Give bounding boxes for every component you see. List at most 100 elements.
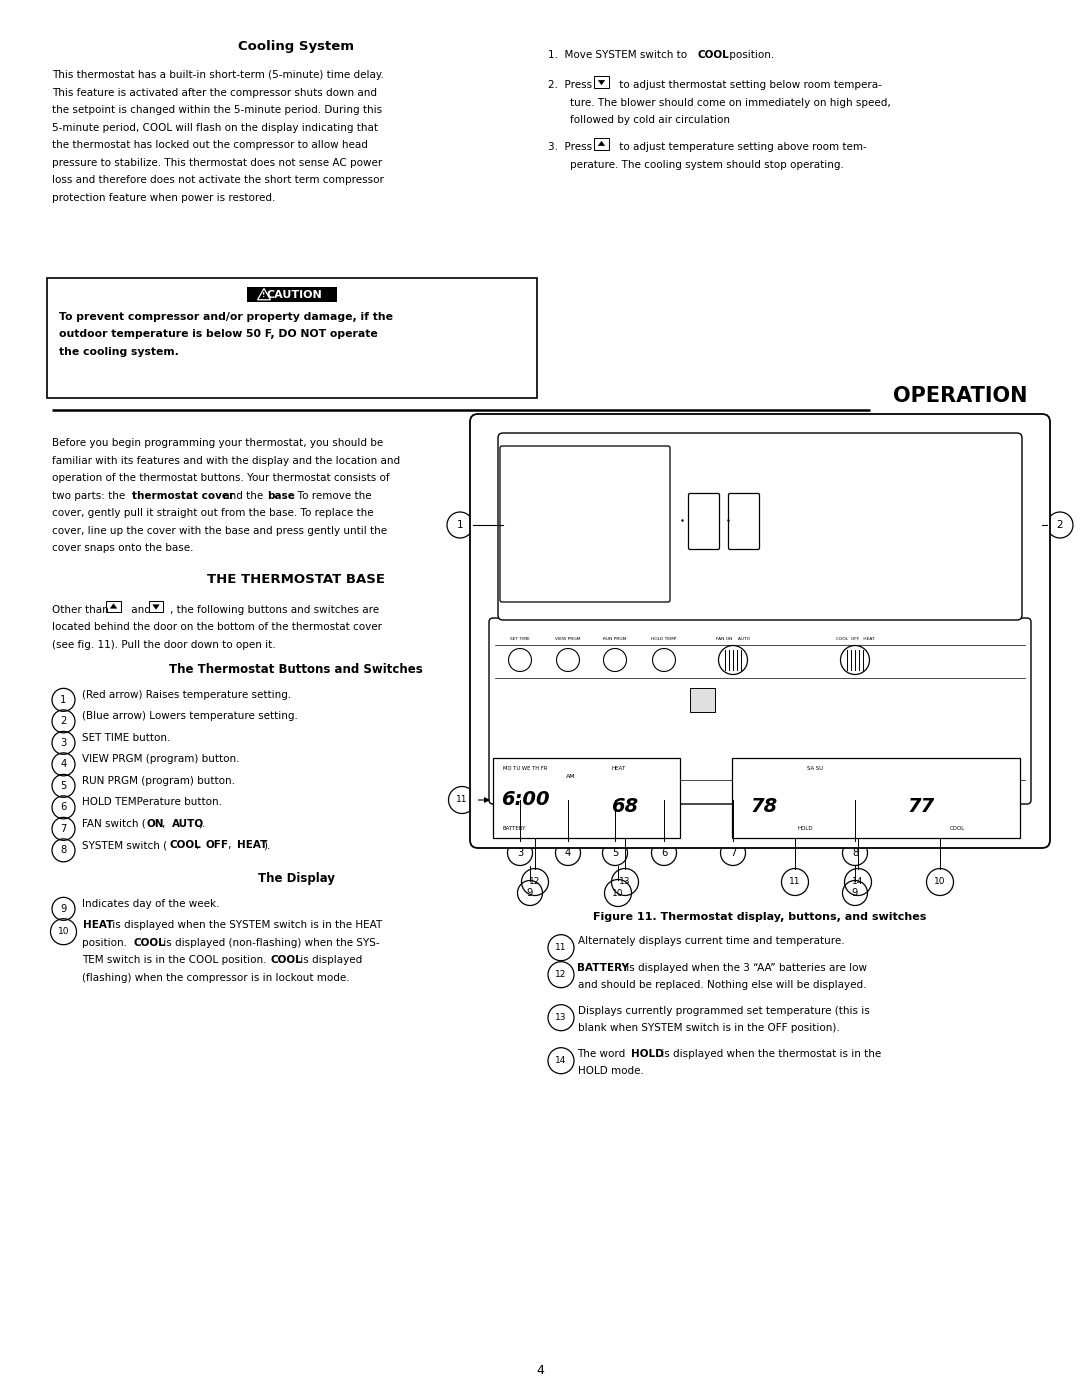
Text: HOLD TEMP: HOLD TEMP	[651, 637, 677, 641]
Text: (see fig. 11). Pull the door down to open it.: (see fig. 11). Pull the door down to ope…	[52, 640, 275, 650]
Text: ture. The blower should come on immediately on high speed,: ture. The blower should come on immediat…	[570, 98, 891, 108]
Text: 10: 10	[57, 928, 69, 936]
Text: CAUTION: CAUTION	[266, 289, 322, 299]
Text: RUN PRGM: RUN PRGM	[604, 637, 626, 641]
Text: 11: 11	[456, 795, 468, 805]
Text: 3: 3	[60, 738, 67, 747]
Text: COOL: COOL	[270, 956, 302, 965]
Text: 78: 78	[750, 798, 778, 816]
Text: Indicates day of the week.: Indicates day of the week.	[82, 898, 220, 908]
Text: AM: AM	[566, 774, 576, 780]
Text: COOL: COOL	[134, 937, 165, 947]
Text: 14: 14	[555, 1056, 567, 1065]
Text: VIEW PRGM (program) button.: VIEW PRGM (program) button.	[82, 754, 240, 764]
Text: and should be replaced. Nothing else will be displayed.: and should be replaced. Nothing else wil…	[578, 981, 866, 990]
FancyBboxPatch shape	[729, 493, 759, 549]
Text: HOLD mode.: HOLD mode.	[578, 1066, 644, 1077]
FancyBboxPatch shape	[470, 414, 1050, 848]
Text: SET TIME button.: SET TIME button.	[82, 732, 171, 742]
Text: OPERATION: OPERATION	[893, 386, 1028, 407]
Text: 7: 7	[730, 848, 737, 858]
Text: is displayed: is displayed	[297, 956, 362, 965]
Text: , the following buttons and switches are: , the following buttons and switches are	[171, 605, 380, 615]
Text: 10: 10	[934, 877, 946, 887]
Text: FAN switch (: FAN switch (	[82, 819, 146, 828]
Text: BATTERY: BATTERY	[578, 963, 630, 972]
Polygon shape	[110, 604, 117, 608]
Text: 12: 12	[529, 877, 541, 887]
Text: HEAT: HEAT	[611, 766, 625, 771]
Circle shape	[840, 645, 869, 675]
Text: SYSTEM switch (: SYSTEM switch (	[82, 840, 167, 849]
Text: is displayed when the SYSTEM switch is in the HEAT: is displayed when the SYSTEM switch is i…	[109, 921, 382, 930]
Text: 2.  Press: 2. Press	[548, 80, 595, 89]
Text: ,: ,	[162, 819, 170, 828]
Text: ).: ).	[264, 840, 271, 849]
Text: ON: ON	[147, 819, 164, 828]
Text: 11: 11	[789, 877, 800, 887]
Text: AUTO: AUTO	[172, 819, 204, 828]
Text: the thermostat has locked out the compressor to allow head: the thermostat has locked out the compre…	[52, 140, 368, 149]
Text: perature. The cooling system should stop operating.: perature. The cooling system should stop…	[570, 159, 843, 169]
Text: 1: 1	[457, 520, 463, 529]
Text: OFF: OFF	[206, 840, 229, 849]
Text: HEAT: HEAT	[82, 921, 113, 930]
Text: VIEW PRGM: VIEW PRGM	[555, 637, 581, 641]
Text: 14: 14	[852, 877, 864, 887]
Text: cover, gently pull it straight out from the base. To replace the: cover, gently pull it straight out from …	[52, 509, 374, 518]
Bar	[48, 278, 537, 398]
Text: 11: 11	[555, 943, 567, 953]
Text: 9: 9	[60, 904, 67, 914]
Text: SET TIME: SET TIME	[510, 637, 530, 641]
Text: 8: 8	[852, 848, 859, 858]
Text: This thermostat has a built-in short-term (5-minute) time delay.: This thermostat has a built-in short-ter…	[52, 70, 383, 80]
Text: position.: position.	[82, 937, 131, 947]
Text: is displayed when the 3 “AA” batteries are low: is displayed when the 3 “AA” batteries a…	[623, 963, 867, 972]
Text: 5-minute period, COOL will flash on the display indicating that: 5-minute period, COOL will flash on the …	[52, 123, 378, 133]
Text: SA SU: SA SU	[807, 766, 823, 771]
Text: loss and therefore does not activate the short term compressor: loss and therefore does not activate the…	[52, 175, 383, 184]
Text: The Display: The Display	[257, 872, 335, 884]
Text: outdoor temperature is below 50 F, DO NOT operate: outdoor temperature is below 50 F, DO NO…	[59, 330, 378, 339]
Text: 9: 9	[852, 888, 859, 898]
Text: (Red arrow) Raises temperature setting.: (Red arrow) Raises temperature setting.	[82, 690, 292, 700]
Text: operation of the thermostat buttons. Your thermostat consists of: operation of the thermostat buttons. You…	[52, 474, 390, 483]
Text: blank when SYSTEM switch is in the OFF position).: blank when SYSTEM switch is in the OFF p…	[578, 1024, 839, 1034]
Text: 6: 6	[661, 848, 667, 858]
Text: is displayed (non-flashing) when the SYS-: is displayed (non-flashing) when the SYS…	[161, 937, 380, 947]
FancyBboxPatch shape	[498, 433, 1022, 620]
Text: 2: 2	[1056, 520, 1064, 529]
Bar	[732, 759, 1020, 838]
Text: 77: 77	[907, 798, 934, 816]
Text: ,: ,	[228, 840, 234, 849]
Text: pressure to stabilize. This thermostat does not sense AC power: pressure to stabilize. This thermostat d…	[52, 158, 382, 168]
Circle shape	[718, 645, 747, 675]
Text: 5: 5	[60, 781, 67, 791]
FancyBboxPatch shape	[594, 138, 609, 149]
Text: . To remove the: . To remove the	[291, 490, 372, 500]
Text: cover snaps onto the base.: cover snaps onto the base.	[52, 543, 193, 553]
FancyBboxPatch shape	[489, 617, 1031, 805]
Text: 8: 8	[60, 845, 67, 855]
Text: 6: 6	[60, 802, 67, 812]
Text: the cooling system.: the cooling system.	[59, 346, 179, 356]
Text: and the: and the	[220, 490, 267, 500]
FancyBboxPatch shape	[149, 601, 163, 612]
FancyBboxPatch shape	[500, 446, 670, 602]
Text: cover, line up the cover with the base and press gently until the: cover, line up the cover with the base a…	[52, 525, 387, 535]
Text: 1.  Move SYSTEM switch to: 1. Move SYSTEM switch to	[548, 50, 690, 60]
Text: 1: 1	[60, 694, 67, 705]
Text: RUN PRGM (program) button.: RUN PRGM (program) button.	[82, 775, 235, 785]
Text: BATTERY: BATTERY	[503, 826, 526, 831]
Text: 4: 4	[565, 848, 571, 858]
Text: 12: 12	[555, 970, 567, 979]
Text: HOLD: HOLD	[797, 826, 812, 831]
Text: (flashing) when the compressor is in lockout mode.: (flashing) when the compressor is in loc…	[82, 972, 350, 982]
Bar	[690, 687, 715, 712]
FancyBboxPatch shape	[689, 493, 719, 549]
Text: COOL: COOL	[698, 50, 730, 60]
Text: HEAT: HEAT	[237, 840, 268, 849]
Text: Cooling System: Cooling System	[238, 41, 354, 53]
Text: protection feature when power is restored.: protection feature when power is restore…	[52, 193, 275, 203]
Text: position.: position.	[727, 50, 774, 60]
